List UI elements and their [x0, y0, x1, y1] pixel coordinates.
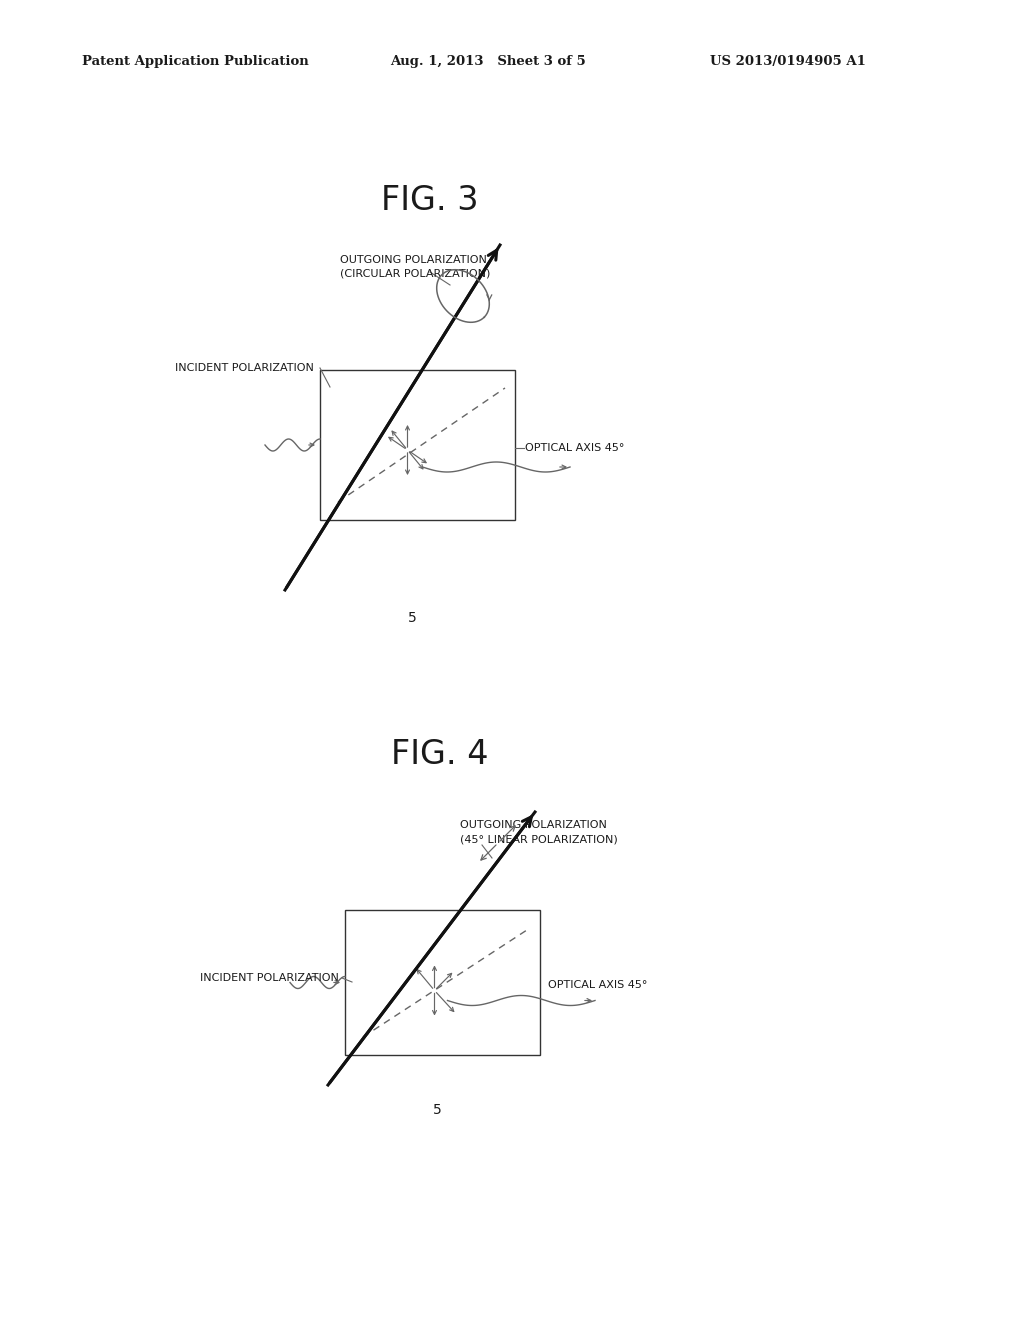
Text: FIG. 3: FIG. 3	[381, 183, 479, 216]
Text: 5: 5	[409, 611, 417, 624]
Text: OPTICAL AXIS 45°: OPTICAL AXIS 45°	[525, 444, 625, 453]
Text: 5: 5	[433, 1104, 442, 1117]
Text: INCIDENT POLARIZATION: INCIDENT POLARIZATION	[175, 363, 314, 374]
Text: FIG. 4: FIG. 4	[391, 738, 488, 771]
Bar	[345, 909, 540, 1055]
Text: INCIDENT POLARIZATION: INCIDENT POLARIZATION	[200, 973, 339, 983]
Text: OPTICAL AXIS 45°: OPTICAL AXIS 45°	[548, 979, 647, 990]
Text: OUTGOING POLARIZATION
(45° LINEAR POLARIZATION): OUTGOING POLARIZATION (45° LINEAR POLARI…	[460, 820, 617, 843]
Text: US 2013/0194905 A1: US 2013/0194905 A1	[710, 55, 866, 69]
Text: Patent Application Publication: Patent Application Publication	[82, 55, 309, 69]
Bar	[319, 370, 515, 520]
Text: OUTGOING POLARIZATION
(CIRCULAR POLARIZATION): OUTGOING POLARIZATION (CIRCULAR POLARIZA…	[340, 255, 490, 279]
Text: Aug. 1, 2013   Sheet 3 of 5: Aug. 1, 2013 Sheet 3 of 5	[390, 55, 586, 69]
